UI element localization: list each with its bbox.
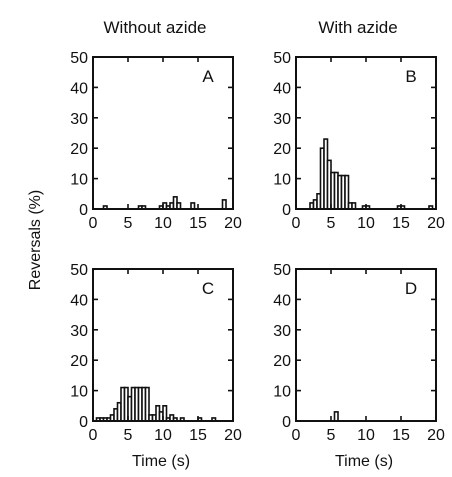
y-tick-label-d-30: 30 [273, 323, 291, 340]
y-tick-label-b-30: 30 [273, 111, 291, 128]
x-tick-label-c-5: 5 [124, 427, 133, 444]
y-tick-label-c-20: 20 [70, 353, 88, 370]
y-tick-label-d-10: 10 [273, 384, 291, 401]
x-tick-label-a-5: 5 [124, 215, 133, 232]
x-tick-label-b-20: 20 [427, 215, 445, 232]
y-tick-label-c-30: 30 [70, 323, 88, 340]
panel-a: 0 5 10 15 20 0 10 20 30 40 50 A [70, 50, 242, 232]
y-tick-label-b-0: 0 [282, 202, 291, 219]
column-title-right: With azide [318, 18, 397, 37]
x-tick-label-b-10: 10 [357, 215, 375, 232]
x-axis-label-c: Time (s) [132, 453, 190, 470]
x-tick-label-a-10: 10 [154, 215, 172, 232]
column-title-left: Without azide [104, 18, 207, 37]
x-tick-label-d-5: 5 [327, 427, 336, 444]
x-tick-label-c-10: 10 [154, 427, 172, 444]
y-tick-label-d-20: 20 [273, 353, 291, 370]
panel-c: 0 5 10 15 20 0 10 20 30 40 50 C Time (s) [70, 262, 242, 470]
y-tick-label-a-50: 50 [70, 50, 88, 67]
y-tick-label-a-10: 10 [70, 172, 88, 189]
x-tick-label-d-10: 10 [357, 427, 375, 444]
x-tick-label-c-15: 15 [189, 427, 207, 444]
y-tick-label-d-50: 50 [273, 262, 291, 279]
y-tick-label-b-40: 40 [273, 80, 291, 97]
y-tick-label-b-50: 50 [273, 50, 291, 67]
panel-label-d: D [405, 279, 417, 298]
y-tick-label-a-20: 20 [70, 141, 88, 158]
panel-label-a: A [202, 67, 214, 86]
y-tick-label-d-40: 40 [273, 292, 291, 309]
y-tick-label-c-0: 0 [79, 414, 88, 431]
panel-d: 0 5 10 15 20 0 10 20 30 40 50 D Time (s) [273, 262, 445, 470]
x-tick-label-c-0: 0 [89, 427, 98, 444]
shared-y-axis-label: Reversals (%) [27, 190, 44, 290]
x-tick-label-a-0: 0 [89, 215, 98, 232]
y-tick-label-a-30: 30 [70, 111, 88, 128]
x-tick-label-b-5: 5 [327, 215, 336, 232]
x-tick-label-c-20: 20 [224, 427, 242, 444]
x-tick-label-d-15: 15 [392, 427, 410, 444]
y-tick-label-c-40: 40 [70, 292, 88, 309]
y-tick-label-b-20: 20 [273, 141, 291, 158]
y-tick-label-c-50: 50 [70, 262, 88, 279]
y-tick-label-b-10: 10 [273, 172, 291, 189]
panel-label-b: B [405, 67, 416, 86]
x-axis-label-d: Time (s) [335, 453, 393, 470]
bar-a-10 [221, 199, 227, 210]
y-tick-label-d-0: 0 [282, 414, 291, 431]
x-tick-label-a-15: 15 [189, 215, 207, 232]
x-tick-label-d-20: 20 [427, 427, 445, 444]
x-tick-label-b-0: 0 [292, 215, 301, 232]
y-tick-label-a-0: 0 [79, 202, 88, 219]
bar-d-0 [333, 411, 339, 422]
x-tick-label-b-15: 15 [392, 215, 410, 232]
y-tick-label-c-10: 10 [70, 384, 88, 401]
x-tick-label-d-0: 0 [292, 427, 301, 444]
y-tick-label-a-40: 40 [70, 80, 88, 97]
x-tick-label-a-20: 20 [224, 215, 242, 232]
panel-label-c: C [202, 279, 214, 298]
panel-b: 0 5 10 15 20 0 10 20 30 40 50 B [273, 50, 445, 232]
